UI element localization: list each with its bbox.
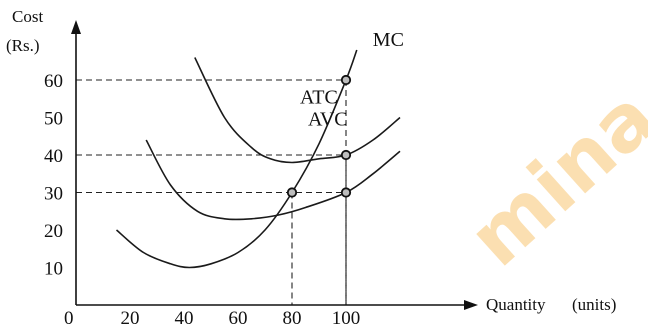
x-axis-arrowhead (464, 300, 478, 310)
mc-curve (115, 49, 358, 269)
atc-curve (194, 57, 401, 164)
guide-lines (76, 79, 347, 305)
y-tick-label-20: 20 (44, 221, 63, 242)
x-tick-label-60: 60 (229, 308, 248, 327)
y-axis-arrowhead (71, 20, 81, 34)
curves (115, 49, 401, 269)
x-tick-label-40: 40 (175, 308, 194, 327)
x-axis-unit: (units) (572, 295, 616, 314)
watermark-text: mina (452, 73, 648, 285)
avc-curve-label: AVC (308, 108, 348, 130)
y-tick-label-10: 10 (44, 259, 63, 280)
y-axis-title-line-2: (Rs.) (6, 36, 40, 55)
mc-curve-label: MC (373, 29, 404, 51)
y-tick-label-60: 60 (44, 71, 63, 92)
x-tick-label-20: 20 (121, 308, 140, 327)
point-marker-100-60 (340, 74, 352, 86)
atc-curve-label: ATC (300, 87, 338, 109)
axes: Cost (Rs.) 0 Quantity (units) (6, 7, 616, 327)
point-marker-100-30 (340, 187, 352, 198)
x-axis-title: Quantity (486, 295, 546, 314)
markers (286, 74, 352, 198)
point-marker-80-30 (286, 187, 298, 198)
point-marker-100-40 (340, 149, 352, 161)
origin-label: 0 (64, 308, 74, 327)
y-tick-label-40: 40 (44, 146, 63, 167)
y-tick-label-50: 50 (44, 109, 63, 130)
tick-labels: 20 40 60 80 100 10 20 30 40 50 60 (44, 71, 360, 327)
x-tick-label-80: 80 (283, 308, 302, 327)
y-tick-label-30: 30 (44, 184, 63, 205)
y-axis-title-line-1: Cost (12, 7, 43, 26)
x-tick-label-100: 100 (332, 308, 361, 327)
avc-curve (145, 139, 401, 221)
